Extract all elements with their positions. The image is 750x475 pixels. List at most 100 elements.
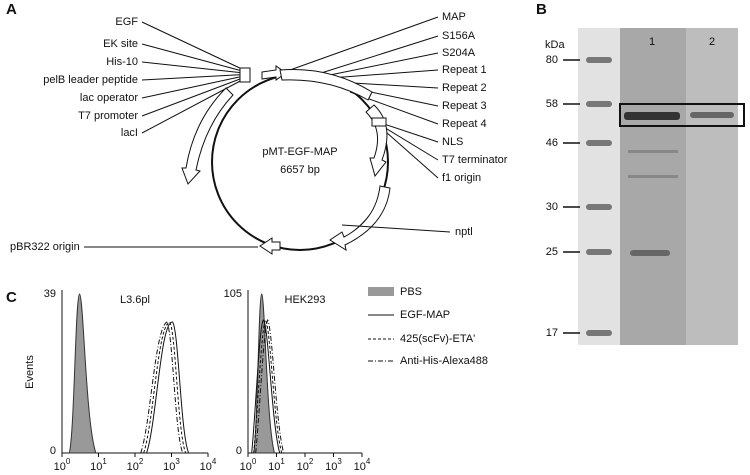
plasmid-name: pMT-EGF-MAP xyxy=(262,146,337,158)
leader xyxy=(329,69,439,79)
marker-band xyxy=(586,330,612,336)
y-axis-label: Events xyxy=(24,355,36,389)
leader xyxy=(385,131,439,179)
tick-base: 10 xyxy=(90,461,102,473)
marker-label: 17 xyxy=(546,327,558,339)
legend-label: 425(scFv)-ETA' xyxy=(400,333,475,345)
marker-label: 25 xyxy=(546,246,558,258)
histogram-curve xyxy=(253,319,283,454)
histogram-curve xyxy=(140,321,184,454)
pbs-peak xyxy=(68,293,97,454)
x-tick-label: 101 xyxy=(268,457,285,473)
tick-exp: 1 xyxy=(102,457,107,466)
leader xyxy=(141,77,245,117)
feature-label: T7 terminator xyxy=(442,154,508,166)
tick-exp: 3 xyxy=(175,457,180,466)
y-min-label: 0 xyxy=(50,445,56,457)
tick-exp: 2 xyxy=(309,457,314,466)
tick-base: 10 xyxy=(325,461,337,473)
leader xyxy=(141,74,245,81)
histogram-curve xyxy=(251,319,281,454)
leader xyxy=(341,224,451,233)
leader xyxy=(317,35,439,75)
feature-label: lacI xyxy=(121,127,138,139)
unit-label: kDa xyxy=(545,39,565,51)
plasmid-circle xyxy=(211,73,389,251)
panel-label: B xyxy=(536,1,547,18)
tick-base: 10 xyxy=(297,461,309,473)
plot-title: L3.6pl xyxy=(120,294,150,306)
feature-label: S156A xyxy=(442,30,476,42)
feature-label: lac operator xyxy=(80,92,138,104)
x-tick-label: 103 xyxy=(163,457,180,473)
marker-label: 80 xyxy=(546,54,558,66)
tick-base: 10 xyxy=(54,461,66,473)
feature-label: pBR322 origin xyxy=(10,241,80,253)
x-tick-label: 101 xyxy=(90,457,107,473)
x-tick-label: 103 xyxy=(325,457,342,473)
feature-label: EGF xyxy=(115,16,138,28)
histogram-curve xyxy=(143,321,187,454)
x-tick-label: 100 xyxy=(240,457,257,473)
bands xyxy=(624,112,734,256)
gel-lane xyxy=(686,28,738,345)
feature-label: Repeat 3 xyxy=(442,100,487,112)
lane-label: 1 xyxy=(649,36,655,48)
leader xyxy=(324,52,439,77)
tick-exp: 4 xyxy=(366,457,371,466)
feature-label: EK site xyxy=(103,38,138,50)
tick-base: 10 xyxy=(127,461,139,473)
histogram-curve xyxy=(255,318,285,454)
marker-band xyxy=(586,204,612,210)
feature-label: MAP xyxy=(442,11,466,23)
marker-label: 58 xyxy=(546,98,558,110)
marker-band xyxy=(586,57,612,63)
panel-label: C xyxy=(6,289,17,306)
feature-label: Repeat 2 xyxy=(442,82,487,94)
leader xyxy=(377,121,439,143)
leader xyxy=(289,16,439,71)
plasmid-features xyxy=(181,65,391,255)
x-tick-label: 104 xyxy=(354,457,371,473)
feature-label: T7 promoter xyxy=(78,110,138,122)
leader xyxy=(141,75,245,99)
x-tick-label: 102 xyxy=(127,457,144,473)
tick-base: 10 xyxy=(240,461,252,473)
markers: 80 58 46 30 25 17 xyxy=(546,54,612,339)
x-tick-label: 100 xyxy=(54,457,71,473)
leader xyxy=(381,125,439,161)
tick-base: 10 xyxy=(268,461,280,473)
y-max-label: 39 xyxy=(44,288,56,300)
x-tick-label: 102 xyxy=(297,457,314,473)
marker-band xyxy=(586,249,612,255)
marker-label: 30 xyxy=(546,201,558,213)
legend-label: Anti-His-Alexa488 xyxy=(400,355,488,367)
tick-exp: 2 xyxy=(139,457,144,466)
y-min-label: 0 xyxy=(236,445,242,457)
legend-label: PBS xyxy=(400,286,422,298)
plot-title: HEK293 xyxy=(285,294,326,306)
panel-label: A xyxy=(6,1,17,18)
tick-exp: 3 xyxy=(337,457,342,466)
tick-exp: 0 xyxy=(252,457,257,466)
tick-base: 10 xyxy=(200,461,212,473)
leader xyxy=(141,21,245,71)
left-labels: EGF EK site His-10 pelB leader peptide lac o… xyxy=(43,16,245,139)
leader xyxy=(141,43,245,72)
marker-band xyxy=(586,101,612,107)
feature-label: f1 origin xyxy=(442,172,481,184)
tick-exp: 4 xyxy=(212,457,217,466)
feature-label: His-10 xyxy=(106,56,138,68)
marker-band xyxy=(586,140,612,146)
feature-label: nptl xyxy=(455,226,473,238)
feature-label: Repeat 4 xyxy=(442,118,487,130)
feature-label: pelB leader peptide xyxy=(43,74,138,86)
plasmid-size: 6657 bp xyxy=(280,164,320,176)
lane-label: 2 xyxy=(709,36,715,48)
legend-label: EGF-MAP xyxy=(400,309,450,321)
feature-label: Repeat 1 xyxy=(442,64,487,76)
